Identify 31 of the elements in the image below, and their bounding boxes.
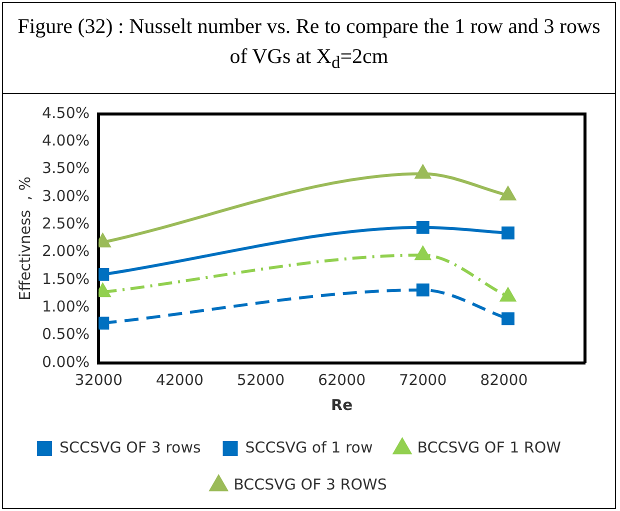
point [415,165,430,179]
legend-label: BCCSVG OF 1 ROW [417,438,562,456]
x-tick-label: 62000 [318,370,366,389]
legend-label: BCCSVG OF 3 ROWS [234,475,387,494]
y-tick-label: 2.00% [42,242,90,260]
y-tick-label: 1.00% [42,298,90,316]
y-tick-label: 4.00% [42,132,90,150]
x-axis-title: Re [330,396,353,414]
point [500,186,516,200]
x-tick-label: 52000 [236,370,285,389]
y-tick-label: 1.50% [42,270,90,288]
y-tick-label: 3.50% [42,159,90,178]
x-tick-label: 42000 [156,370,204,389]
x-tick-label: 72000 [399,370,447,389]
y-tick-label: 3.00% [42,186,90,205]
y-tick-label: 0.50% [42,325,90,344]
point [500,288,516,302]
point [415,246,430,260]
legend-label: SCCSVG OF 3 rows [60,438,201,456]
y-tick-label: 0.00% [42,352,90,371]
legend-label: SCCSVG of 1 row [245,438,373,456]
point [502,312,514,326]
point [416,220,430,234]
x-tick-label: 82000 [480,370,528,389]
point [416,284,430,296]
chart-title: Figure (32) : Nusselt number vs. Re to compare the 1 row and 3 rows of VGs at X$_{d}$=2cm [2,2,616,94]
x-tick-label: 32000 [74,370,123,389]
point [502,226,514,240]
y-tick-label: 4.50% [42,104,90,122]
y-axis-title: Effectivness , % [16,176,34,300]
y-tick-label: 2.50% [42,214,90,233]
